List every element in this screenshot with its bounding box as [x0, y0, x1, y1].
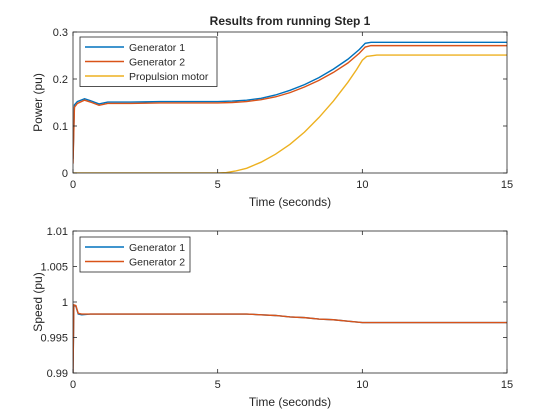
speed-plot-ytick-label: 0.99: [47, 368, 68, 380]
speed-plot-xlabel: Time (seconds): [249, 395, 331, 409]
power-plot-xtick-label: 0: [70, 179, 76, 191]
power-plot-legend-label-propulsion-motor: Propulsion motor: [129, 71, 209, 83]
speed-plot-ytick-label: 1: [62, 297, 68, 309]
power-plot-axes: 0 5 10 15 0 0.1 0.2 0.3: [53, 27, 513, 191]
power-plot-series-generator-1: [73, 41, 507, 159]
power-plot-xtick-label: 5: [215, 179, 221, 191]
power-plot-legend-label-generator-2: Generator 2: [129, 57, 185, 69]
power-plot-xlabel: Time (seconds): [249, 195, 331, 209]
speed-plot-axes: 0 5 10 15 0.99 0.995 1 1.005 1.01: [40, 226, 513, 391]
power-plot: Results from running Step 1 Time (second…: [31, 14, 513, 209]
speed-plot-legend-box: [79, 236, 191, 273]
power-plot-ytick-label: 0.1: [53, 121, 68, 133]
speed-plot-xtick-label: 5: [215, 379, 221, 391]
power-plot-ytick-label: 0.3: [53, 27, 68, 39]
power-plot-ytick-label: 0.2: [53, 74, 68, 86]
power-plot-series-propulsion-motor: [73, 54, 507, 173]
power-plot-legend: Generator 1 Generator 2 Propulsion motor: [79, 36, 218, 87]
speed-plot-xtick-label: 15: [501, 379, 513, 391]
speed-plot-ylabel: Speed (pu): [31, 272, 45, 331]
power-plot-title: Results from running Step 1: [210, 14, 371, 28]
speed-plot-legend: Generator 1 Generator 2: [79, 236, 191, 273]
power-plot-legend-label-generator-1: Generator 1: [129, 42, 185, 54]
speed-plot-lines: [73, 303, 507, 373]
power-plot-series-generator-2: [73, 44, 507, 164]
power-plot-box: [72, 31, 508, 174]
power-plot-ylabel: Power (pu): [31, 73, 45, 132]
speed-plot-ytick-label: 1.01: [47, 226, 68, 238]
power-plot-xtick-label: 15: [501, 179, 513, 191]
speed-plot-legend-label-generator-1: Generator 1: [129, 242, 185, 254]
speed-plot: Time (seconds) Speed (pu) 0 5 10 15 0.99 0.99…: [31, 226, 513, 409]
power-plot-ytick-label: 0: [62, 168, 68, 180]
speed-plot-ytick-label: 0.995: [40, 333, 68, 345]
speed-plot-xtick-label: 0: [70, 379, 76, 391]
speed-plot-series-generator-2: [73, 303, 507, 373]
speed-plot-xtick-label: 10: [356, 379, 368, 391]
power-plot-lines: [73, 41, 507, 173]
power-plot-xtick-label: 10: [356, 179, 368, 191]
speed-plot-legend-label-generator-2: Generator 2: [129, 257, 185, 269]
speed-plot-ytick-label: 1.005: [40, 262, 68, 274]
